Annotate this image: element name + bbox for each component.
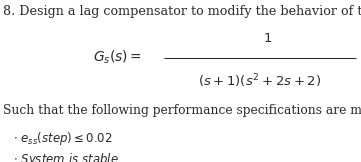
Text: 8. Design a lag compensator to modify the behavior of the plant,: 8. Design a lag compensator to modify th… <box>3 5 361 18</box>
Text: Such that the following performance specifications are met.: Such that the following performance spec… <box>3 104 361 117</box>
Text: $\cdot\ e_{ss}(step)\leq 0.02$: $\cdot\ e_{ss}(step)\leq 0.02$ <box>13 130 112 147</box>
Text: $1$: $1$ <box>262 32 272 45</box>
Text: $(s+1)(s^2+2s+2)$: $(s+1)(s^2+2s+2)$ <box>198 72 322 90</box>
Text: $G_s(s)=$: $G_s(s)=$ <box>93 49 143 66</box>
Text: $\cdot\ \mathit{System\ is\ stable}$: $\cdot\ \mathit{System\ is\ stable}$ <box>13 151 118 162</box>
